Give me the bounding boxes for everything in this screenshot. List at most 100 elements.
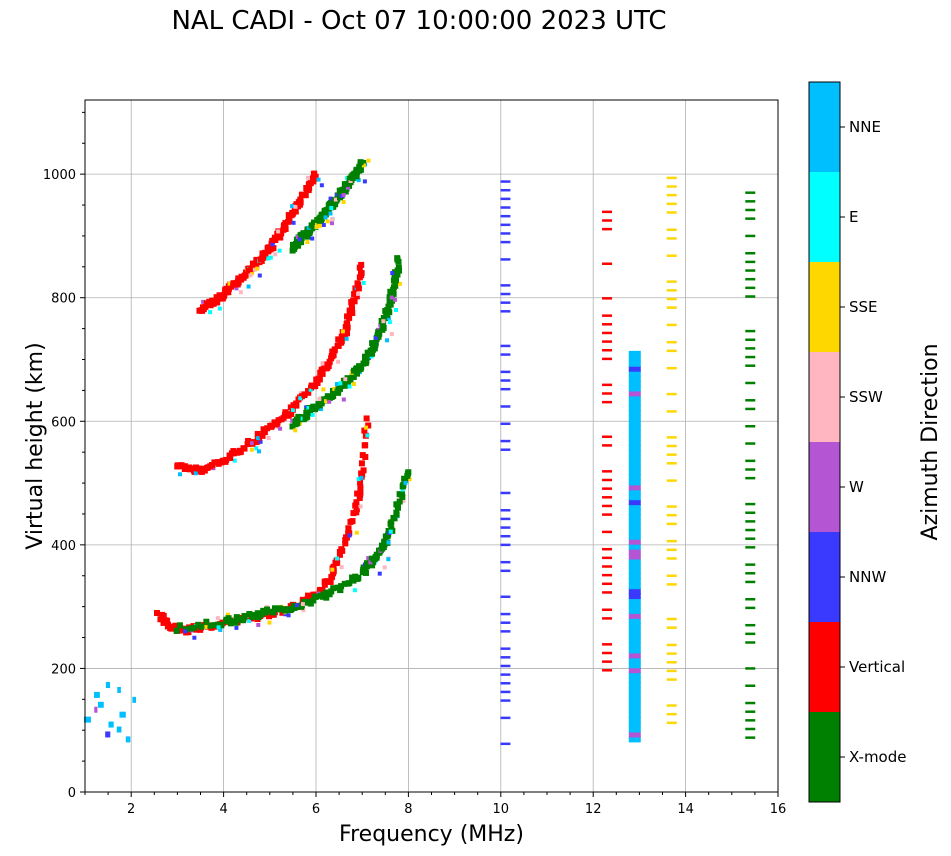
echo-mark bbox=[500, 612, 511, 616]
echo-mark bbox=[341, 580, 348, 587]
echo-mark bbox=[666, 254, 677, 257]
echo-mark bbox=[628, 464, 641, 471]
echo-mark bbox=[745, 399, 756, 402]
echo-mark bbox=[666, 176, 677, 180]
echo-mark bbox=[602, 297, 613, 300]
echo-mark bbox=[253, 256, 260, 263]
colorbar-label: W bbox=[849, 478, 864, 496]
echo-mark bbox=[327, 399, 332, 404]
echo-mark bbox=[313, 593, 320, 600]
echo-mark bbox=[254, 610, 261, 617]
echo-mark bbox=[357, 270, 364, 277]
echo-mark bbox=[211, 466, 216, 471]
echo-mark bbox=[97, 701, 104, 708]
echo-mark bbox=[628, 474, 641, 481]
colorbar-label: E bbox=[849, 208, 858, 226]
echo-mark bbox=[332, 386, 337, 391]
echo-mark bbox=[628, 459, 641, 466]
echo-mark bbox=[628, 652, 641, 659]
echo-mark bbox=[384, 307, 391, 314]
echo-mark bbox=[271, 234, 278, 241]
echo-mark bbox=[628, 612, 641, 619]
echo-mark bbox=[745, 200, 756, 203]
echo-mark bbox=[745, 641, 756, 644]
echo-mark bbox=[628, 479, 641, 486]
echo-mark bbox=[666, 462, 677, 465]
echo-mark bbox=[628, 573, 641, 580]
echo-mark bbox=[293, 204, 298, 209]
echo-mark bbox=[284, 607, 291, 614]
echo-mark bbox=[276, 605, 283, 612]
echo-mark bbox=[602, 478, 613, 482]
echo-mark bbox=[628, 360, 641, 367]
echo-mark bbox=[341, 397, 346, 402]
echo-mark bbox=[745, 537, 756, 540]
echo-mark bbox=[345, 185, 350, 190]
echo-mark bbox=[628, 553, 641, 560]
echo-mark bbox=[500, 526, 511, 529]
echo-mark bbox=[225, 289, 232, 296]
echo-mark bbox=[307, 226, 314, 233]
echo-mark bbox=[602, 262, 613, 265]
echo-mark bbox=[266, 435, 271, 440]
echo-mark bbox=[602, 504, 613, 508]
echo-mark bbox=[257, 449, 262, 454]
echo-mark bbox=[359, 471, 366, 478]
echo-mark bbox=[666, 513, 677, 517]
echo-mark bbox=[400, 487, 405, 492]
echo-mark bbox=[314, 224, 319, 229]
echo-mark bbox=[628, 395, 641, 402]
echo-mark bbox=[745, 684, 756, 687]
echo-mark bbox=[357, 484, 364, 491]
echo-mark bbox=[602, 660, 613, 663]
echo-mark bbox=[176, 622, 183, 629]
echo-mark bbox=[331, 346, 338, 353]
echo-mark bbox=[280, 223, 287, 230]
echo-mark bbox=[500, 448, 511, 451]
echo-mark bbox=[361, 442, 368, 449]
echo-mark bbox=[602, 643, 613, 646]
echo-mark bbox=[602, 530, 613, 534]
echo-mark bbox=[500, 621, 511, 624]
echo-mark bbox=[356, 178, 361, 183]
echo-mark bbox=[628, 499, 641, 506]
echo-mark bbox=[602, 444, 613, 447]
echo-mark bbox=[251, 612, 258, 619]
echo-mark bbox=[602, 400, 613, 404]
echo-mark bbox=[628, 370, 641, 377]
echo-mark bbox=[628, 597, 641, 604]
echo-mark bbox=[628, 607, 641, 614]
echo-mark bbox=[500, 569, 511, 573]
echo-mark bbox=[628, 380, 641, 387]
echo-mark bbox=[211, 622, 218, 629]
echo-mark bbox=[628, 706, 641, 713]
echo-mark bbox=[628, 365, 641, 372]
echo-mark bbox=[745, 442, 756, 445]
echo-mark bbox=[217, 306, 222, 311]
echo-mark bbox=[270, 609, 277, 616]
echo-mark bbox=[238, 290, 243, 295]
echo-mark bbox=[282, 220, 289, 227]
echo-mark bbox=[207, 622, 214, 629]
echo-mark bbox=[628, 523, 641, 530]
x-tick-label: 6 bbox=[312, 802, 320, 817]
echo-mark bbox=[352, 502, 359, 509]
echo-mark bbox=[382, 565, 387, 570]
echo-mark bbox=[602, 513, 613, 516]
echo-mark bbox=[745, 208, 756, 212]
echo-mark bbox=[181, 463, 188, 470]
echo-mark bbox=[745, 511, 756, 514]
echo-mark bbox=[358, 364, 365, 371]
echo-mark bbox=[500, 379, 511, 382]
echo-mark bbox=[317, 397, 322, 402]
x-tick-label: 16 bbox=[770, 802, 787, 817]
echo-mark bbox=[500, 232, 511, 235]
echo-mark bbox=[407, 477, 412, 482]
y-tick-label: 0 bbox=[68, 786, 76, 801]
echo-mark bbox=[500, 387, 511, 391]
echo-mark bbox=[338, 381, 343, 386]
echo-mark bbox=[628, 736, 641, 743]
echo-mark bbox=[208, 310, 213, 315]
echo-mark bbox=[628, 711, 641, 718]
echo-mark bbox=[354, 530, 359, 535]
